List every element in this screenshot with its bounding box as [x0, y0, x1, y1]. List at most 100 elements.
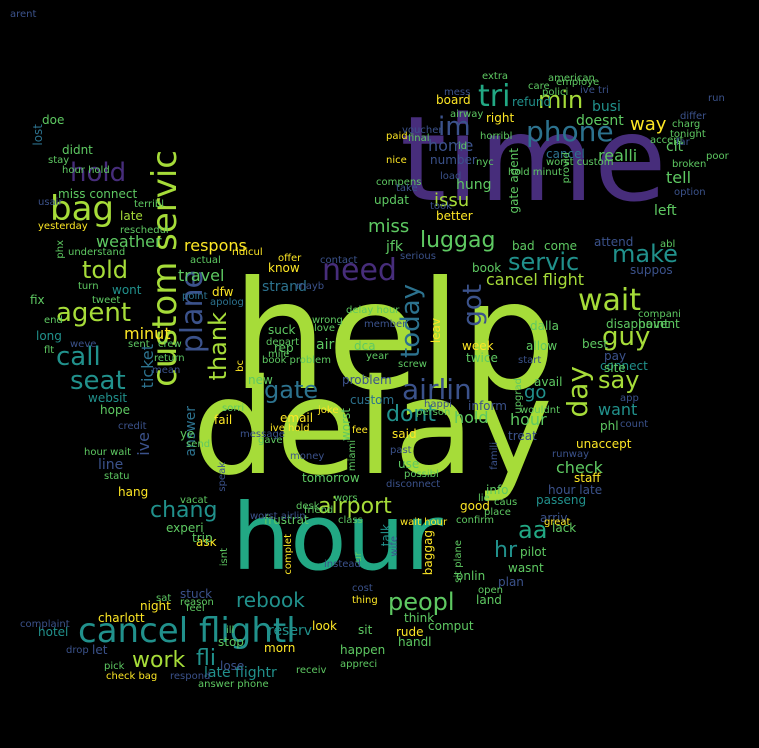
cloud-word: credit	[118, 421, 147, 432]
cloud-word: ill	[226, 625, 235, 636]
cloud-word: possibl	[404, 469, 439, 480]
cloud-word: ive	[134, 432, 153, 456]
cloud-word: comput	[428, 619, 474, 633]
cloud-word: baggag	[421, 530, 435, 576]
cloud-word: suck	[268, 323, 296, 337]
cloud-word: agent	[56, 298, 132, 328]
cloud-word: help	[232, 250, 557, 424]
cloud-word: final	[408, 133, 430, 144]
cloud-word: hour hold	[62, 165, 110, 176]
cloud-word: usair	[38, 197, 63, 208]
cloud-word: disconnect	[386, 479, 441, 490]
cloud-word: terribl	[134, 199, 165, 210]
cloud-word: wait	[578, 283, 642, 318]
cloud-word: hr	[494, 538, 517, 563]
cloud-word: person	[416, 407, 451, 418]
cloud-word: air	[316, 337, 335, 353]
cloud-word: delay hour	[346, 305, 400, 316]
cloud-word: accept	[650, 135, 684, 146]
cloud-word: paid	[386, 131, 408, 142]
cloud-word: miss connect	[58, 187, 138, 201]
cloud-word: onlin	[456, 569, 486, 583]
cloud-word: lose	[220, 659, 245, 673]
cloud-word: return	[154, 353, 185, 364]
cloud-word: apolog	[210, 297, 244, 308]
cloud-word: gave	[258, 435, 283, 446]
cloud-word: go	[524, 382, 547, 403]
cloud-word: member	[364, 319, 407, 330]
cloud-word: thing	[352, 595, 378, 606]
cloud-word: lie	[478, 493, 490, 504]
cloud-word: stay	[48, 155, 70, 166]
cloud-word: cancel	[546, 147, 585, 161]
cloud-word: wife	[389, 536, 400, 557]
cloud-word: hold	[70, 158, 127, 188]
cloud-word: phx	[55, 240, 66, 259]
cloud-word: count	[620, 419, 649, 430]
cloud-word: clt	[666, 139, 684, 155]
cloud-word: unaccept	[576, 437, 632, 451]
cloud-word: avail	[534, 375, 563, 389]
cloud-word: crew	[158, 339, 182, 350]
cloud-word: left	[654, 203, 677, 219]
cloud-word: jfk	[386, 239, 403, 255]
cloud-word: polici	[542, 87, 569, 98]
cloud-word: worst custom	[546, 157, 614, 168]
cloud-word: time	[400, 90, 667, 228]
cloud-word: phl	[600, 419, 619, 433]
cloud-word: board	[436, 93, 471, 107]
cloud-word: frustrat	[264, 513, 309, 527]
cloud-word: message	[240, 429, 285, 440]
cloud-word: tweet	[92, 295, 121, 306]
cloud-word: reserv	[268, 623, 313, 639]
cloud-word: minut	[124, 324, 171, 343]
cloud-word: reschedul	[120, 225, 169, 236]
cloud-word: hour	[232, 484, 443, 591]
cloud-word: seat	[70, 366, 126, 396]
cloud-word: hotel	[38, 625, 69, 639]
cloud-word: airway	[450, 109, 484, 120]
cloud-word: line	[98, 457, 124, 473]
cloud-word: strand	[262, 279, 307, 295]
cloud-word: havent	[638, 317, 680, 331]
cloud-word: late	[120, 209, 143, 223]
cloud-word: arent	[10, 9, 37, 20]
cloud-word: said	[392, 427, 417, 441]
cloud-word: plan	[498, 575, 524, 589]
cloud-word: app	[620, 393, 639, 404]
cloud-word: isnt	[219, 548, 230, 567]
cloud-word: passeng	[536, 493, 587, 507]
cloud-word: ive hold	[270, 423, 310, 434]
cloud-word: nyc	[476, 157, 494, 168]
cloud-word: hour wait	[84, 447, 132, 458]
cloud-word: rebook	[236, 588, 305, 612]
cloud-word: offer	[278, 253, 302, 264]
cloud-word: night	[140, 599, 171, 613]
cloud-word: attend	[594, 235, 634, 249]
cloud-word: gate	[264, 376, 319, 404]
cloud-word: option	[674, 187, 706, 198]
cloud-word: took	[430, 201, 452, 212]
cloud-word: servic	[508, 248, 580, 276]
cloud-word: money	[290, 451, 325, 462]
cloud-word: good	[460, 499, 490, 513]
cloud-word: dont	[386, 402, 436, 427]
cloud-word: right	[486, 111, 515, 125]
cloud-word: allow	[526, 339, 558, 353]
cloud-word: got	[458, 284, 488, 327]
cloud-word: charg	[672, 119, 701, 130]
cloud-word: bag	[50, 189, 114, 229]
cloud-word: run	[708, 93, 725, 104]
cloud-word: wasnt	[508, 561, 544, 575]
cloud-word: hung	[456, 177, 492, 193]
cloud-word: upgrad	[513, 378, 524, 414]
cloud-word: hope	[100, 403, 130, 417]
cloud-word: wors	[334, 493, 358, 504]
cloud-word: send	[186, 439, 211, 450]
cloud-word: tonight	[670, 129, 706, 140]
cloud-word: pilot	[520, 545, 547, 559]
cloud-word: think	[404, 611, 435, 625]
cloud-word: serious	[400, 251, 436, 262]
cloud-word: stuck	[180, 587, 213, 601]
cloud-word: luggag	[420, 228, 496, 253]
